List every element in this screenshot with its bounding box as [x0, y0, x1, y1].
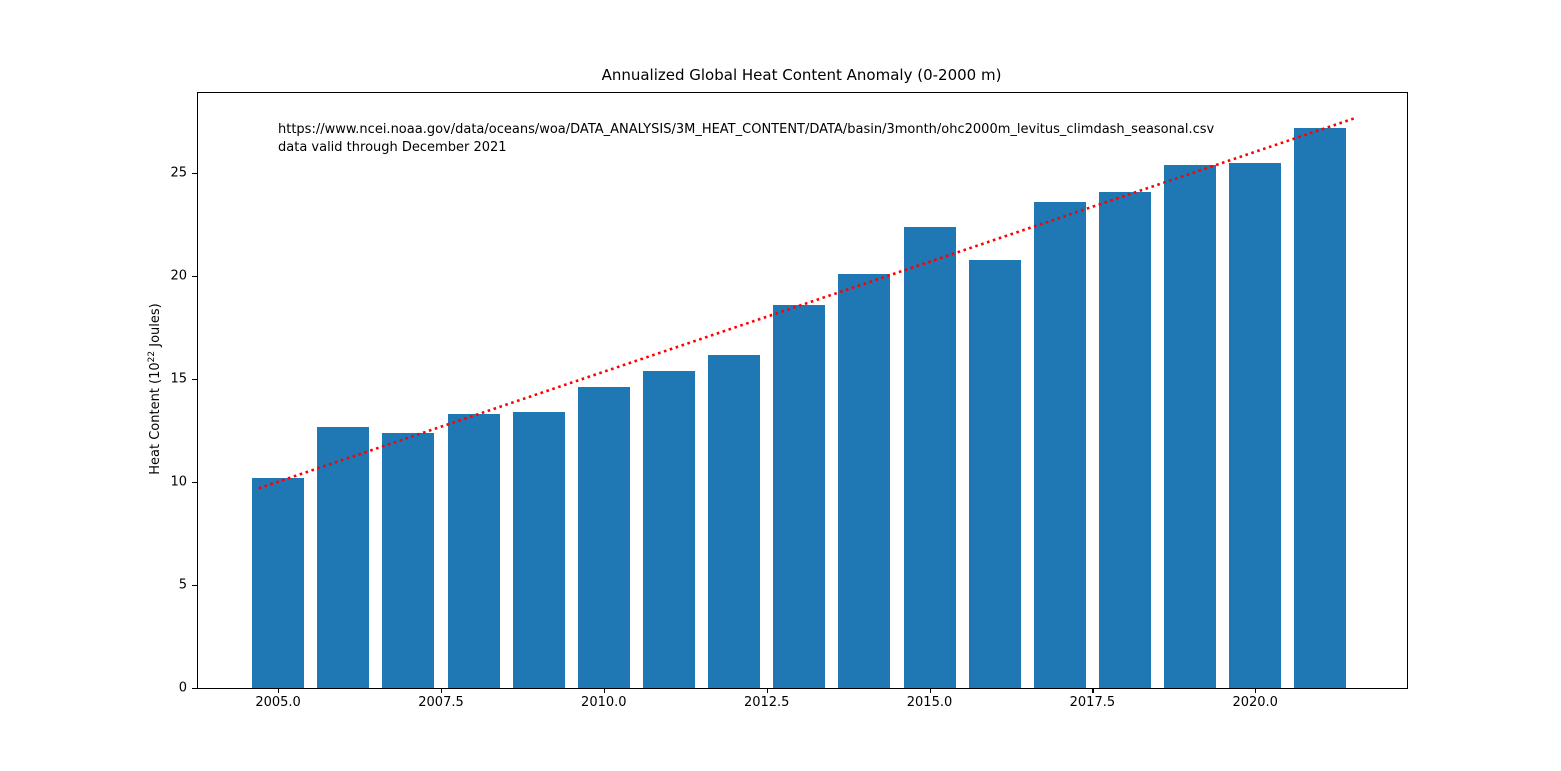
x-tick-mark-2020.0	[1255, 688, 1257, 693]
y-axis-label-exponent: 22	[146, 350, 157, 363]
bar-2009	[512, 412, 565, 688]
bar-2012	[708, 354, 761, 688]
x-tick-label-2010.0: 2010.0	[581, 695, 627, 710]
bar-2013	[773, 305, 826, 688]
bar-2014	[838, 274, 891, 688]
annotation-validity-note: data valid through December 2021	[278, 140, 507, 155]
bar-2020	[1229, 163, 1282, 688]
x-tick-mark-2005.0	[278, 688, 280, 693]
y-axis-label: Heat Content (1022 Joules)	[147, 303, 163, 475]
x-tick-label-2015.0: 2015.0	[906, 695, 953, 710]
y-tick-mark-20	[192, 276, 197, 278]
plot-area: https://www.ncei.noaa.gov/data/oceans/wo…	[170, 92, 1408, 710]
y-tick-label-10: 10	[170, 474, 187, 490]
bar-2016	[968, 259, 1021, 688]
trend-line-layer	[258, 116, 1357, 490]
bar-2018	[1098, 191, 1151, 688]
annotation-source-url: https://www.ncei.noaa.gov/data/oceans/wo…	[278, 122, 1215, 137]
source-annotation: https://www.ncei.noaa.gov/data/oceans/wo…	[278, 121, 1214, 157]
y-tick-label-0: 0	[178, 680, 187, 696]
bar-2019	[1164, 165, 1217, 688]
y-tick-label-5: 5	[178, 577, 187, 593]
y-axis-label-suffix: Joules)	[148, 303, 164, 351]
x-tick-mark-2015.0	[929, 688, 931, 693]
y-axis-label-prefix: Heat Content (10	[148, 362, 164, 475]
y-tick-label-15: 15	[170, 371, 187, 387]
bar-2017	[1033, 202, 1086, 688]
y-tick-label-25: 25	[170, 165, 187, 181]
x-tick-mark-2007.5	[441, 688, 443, 693]
bar-2011	[642, 370, 695, 688]
x-tick-mark-2012.5	[766, 688, 768, 693]
y-tick-mark-0	[192, 688, 197, 690]
x-tick-label-2007.5: 2007.5	[418, 695, 464, 710]
bar-2008	[447, 414, 500, 688]
y-tick-label-20: 20	[170, 268, 187, 284]
x-tick-label-2020.0: 2020.0	[1232, 695, 1278, 710]
x-tick-label-2012.5: 2012.5	[743, 695, 790, 710]
x-tick-label-2017.5: 2017.5	[1069, 695, 1116, 710]
bar-2005	[252, 478, 305, 688]
bar-2021	[1294, 128, 1347, 688]
y-tick-mark-25	[192, 173, 197, 175]
x-tick-mark-2017.5	[1092, 688, 1094, 693]
x-tick-mark-2010.0	[603, 688, 605, 693]
y-tick-mark-15	[192, 379, 197, 381]
y-tick-mark-5	[192, 585, 197, 587]
chart-title: Annualized Global Heat Content Anomaly (…	[601, 66, 1002, 84]
x-tick-label-2005.0: 2005.0	[255, 695, 301, 710]
bar-2015	[903, 226, 956, 688]
trend-line	[258, 116, 1357, 490]
bar-2010	[577, 387, 630, 688]
bar-2007	[382, 432, 435, 688]
y-tick-mark-10	[192, 482, 197, 484]
bar-2006	[317, 426, 370, 688]
